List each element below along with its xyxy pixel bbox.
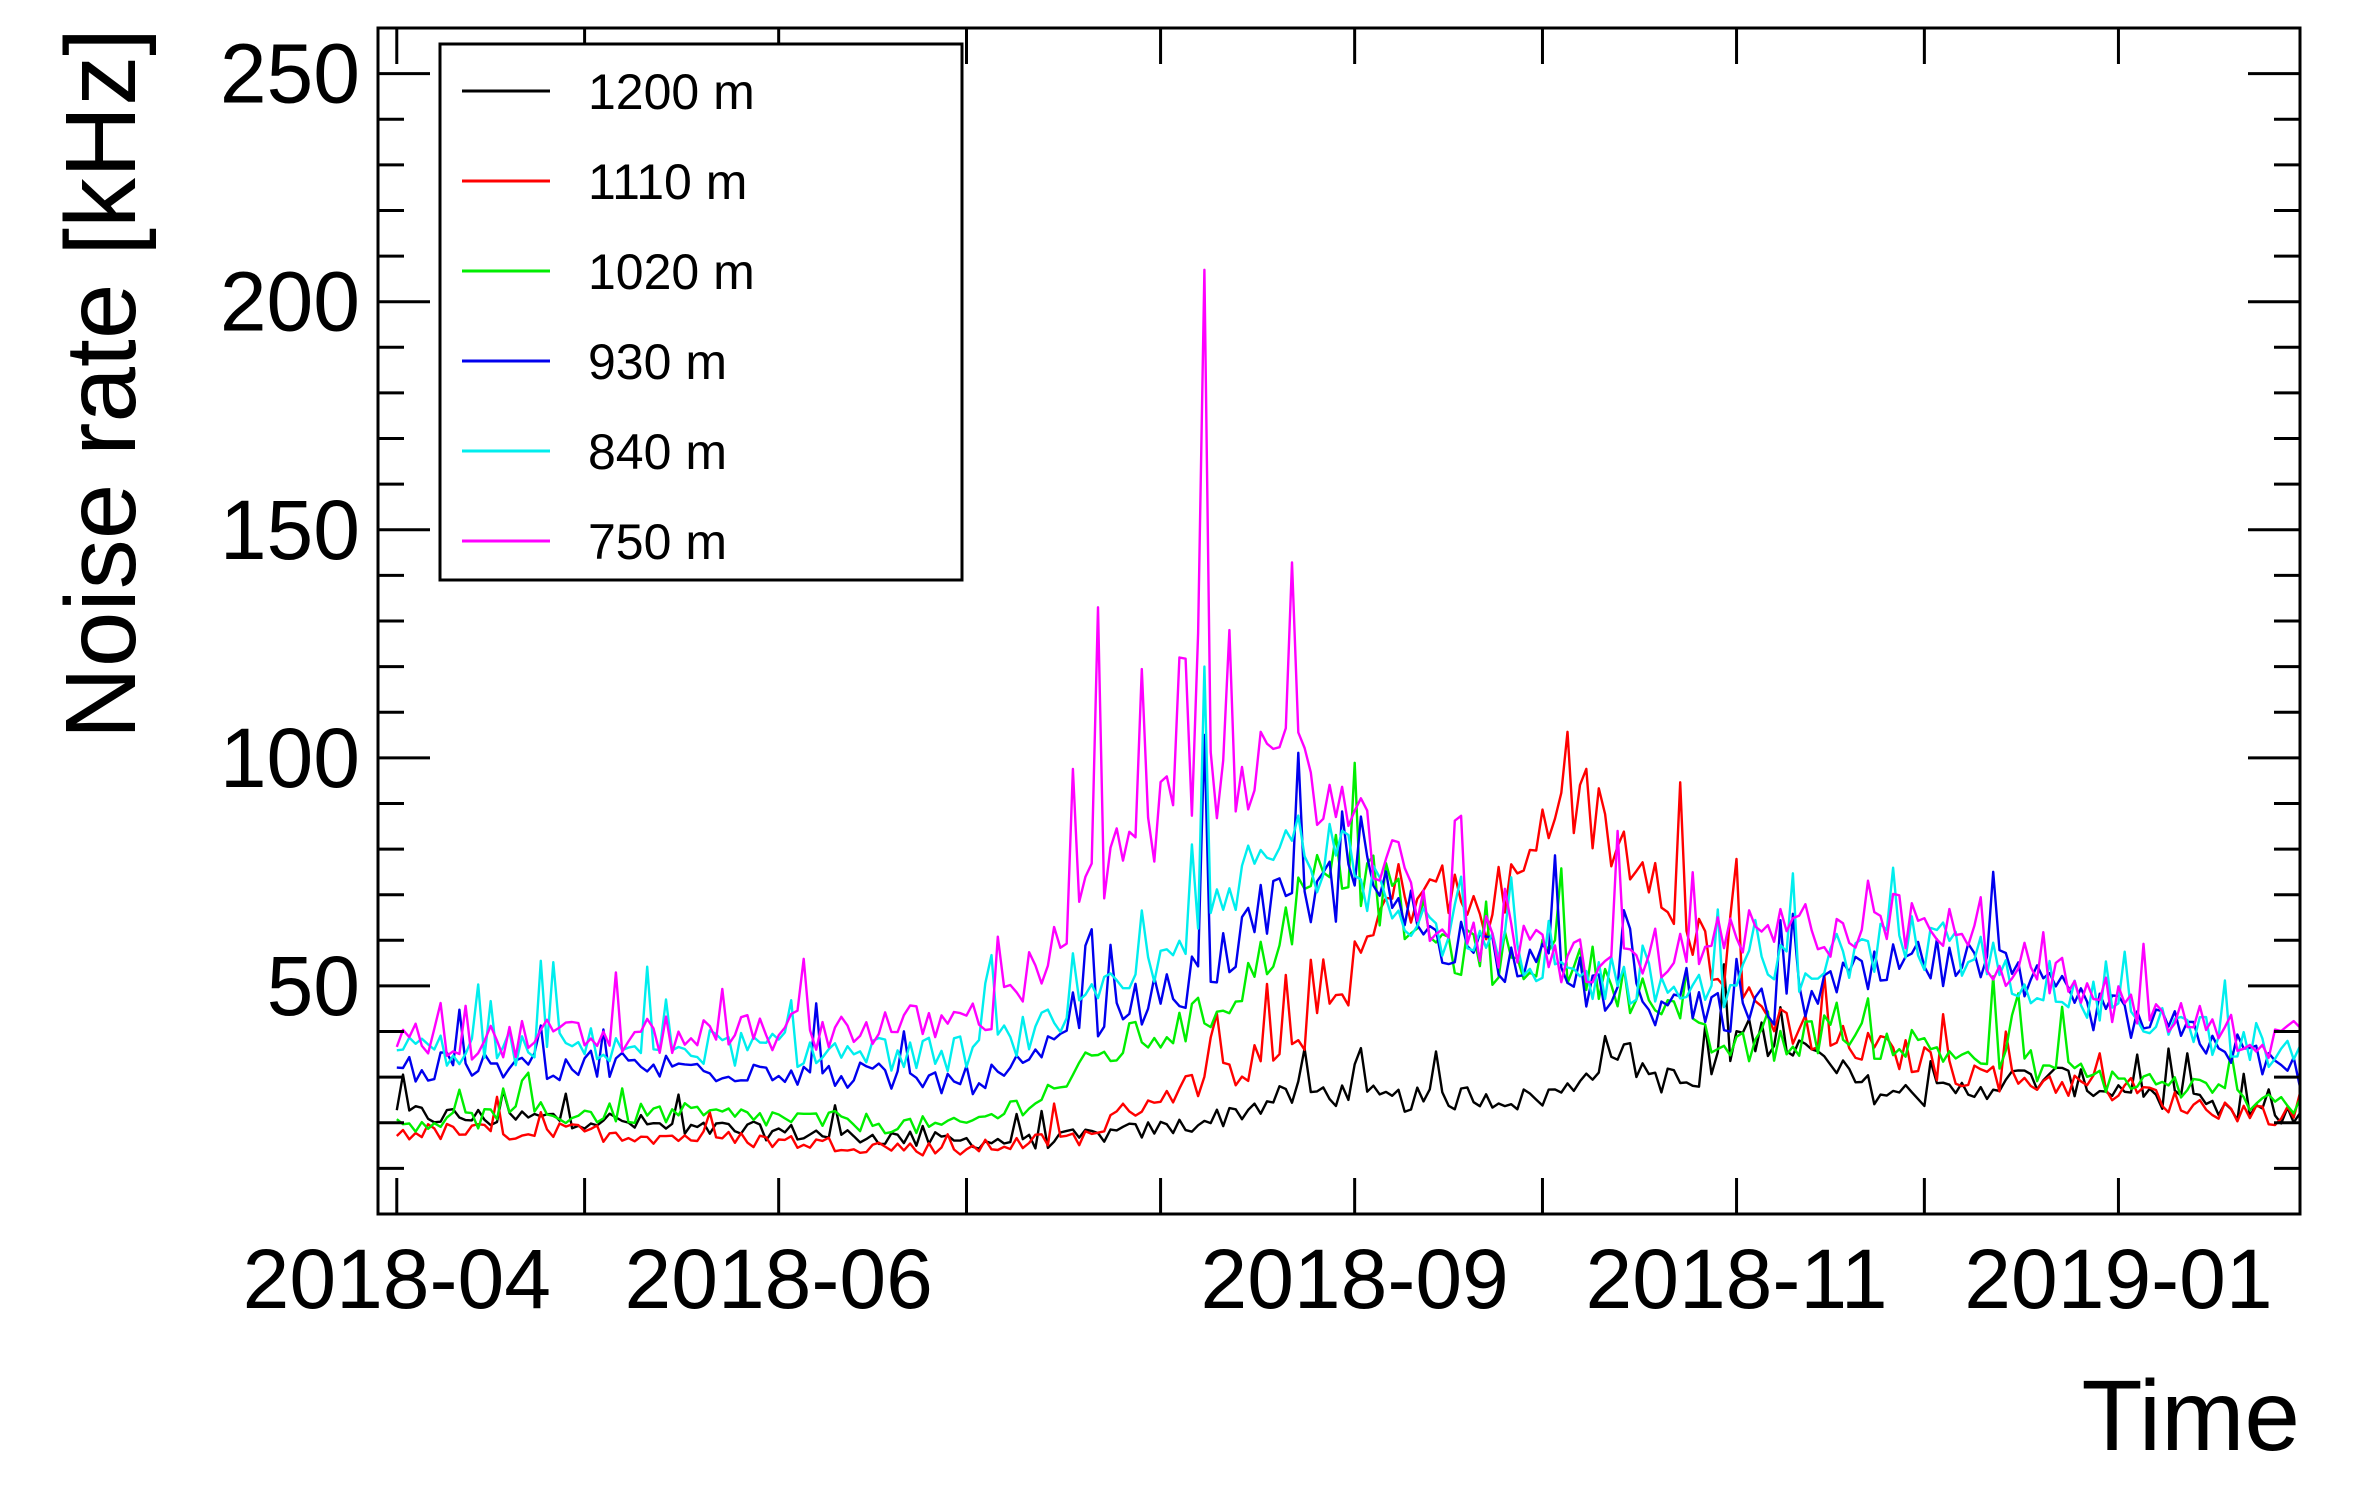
legend: 1200 m 1110 m 1020 m 930 m 840 m 750 m	[438, 42, 964, 582]
y-tick-label: 150	[220, 483, 360, 577]
x-tick-label: 2019-01	[1964, 1232, 2272, 1326]
y-tick-label: 50	[267, 939, 360, 1033]
series-layer	[395, 268, 2302, 1157]
legend-label: 840 m	[588, 424, 727, 480]
series-line-1200-m	[395, 963, 2302, 1150]
legend-label: 930 m	[588, 334, 727, 390]
legend-label: 1110 m	[588, 154, 747, 210]
x-tick-label: 2018-11	[1586, 1232, 1888, 1326]
y-tick-label: 250	[220, 27, 360, 121]
labels-layer: 50 100 150 200 250 2018-04 2018-06 2018-09 2018-…	[220, 27, 2273, 1326]
series-line-930-m	[396, 733, 2302, 1096]
y-axis-title: Noise rate [kHz]	[45, 28, 157, 739]
y-tick-label: 100	[220, 711, 360, 805]
series-line-750-m	[395, 268, 2301, 1061]
legend-label: 1200 m	[588, 64, 755, 120]
ticks-layer	[378, 28, 2300, 1214]
x-axis-title: Time	[2081, 1360, 2300, 1472]
x-tick-label: 2018-04	[243, 1232, 551, 1326]
legend-label: 750 m	[588, 514, 727, 570]
x-tick-label: 2018-09	[1201, 1232, 1509, 1326]
series-line-1020-m	[396, 761, 2302, 1135]
series-line-1110-m	[395, 730, 2302, 1157]
legend-box	[438, 42, 964, 582]
legend-label: 1020 m	[588, 244, 755, 300]
x-tick-label: 2018-06	[625, 1232, 933, 1326]
y-tick-label: 200	[220, 255, 360, 349]
